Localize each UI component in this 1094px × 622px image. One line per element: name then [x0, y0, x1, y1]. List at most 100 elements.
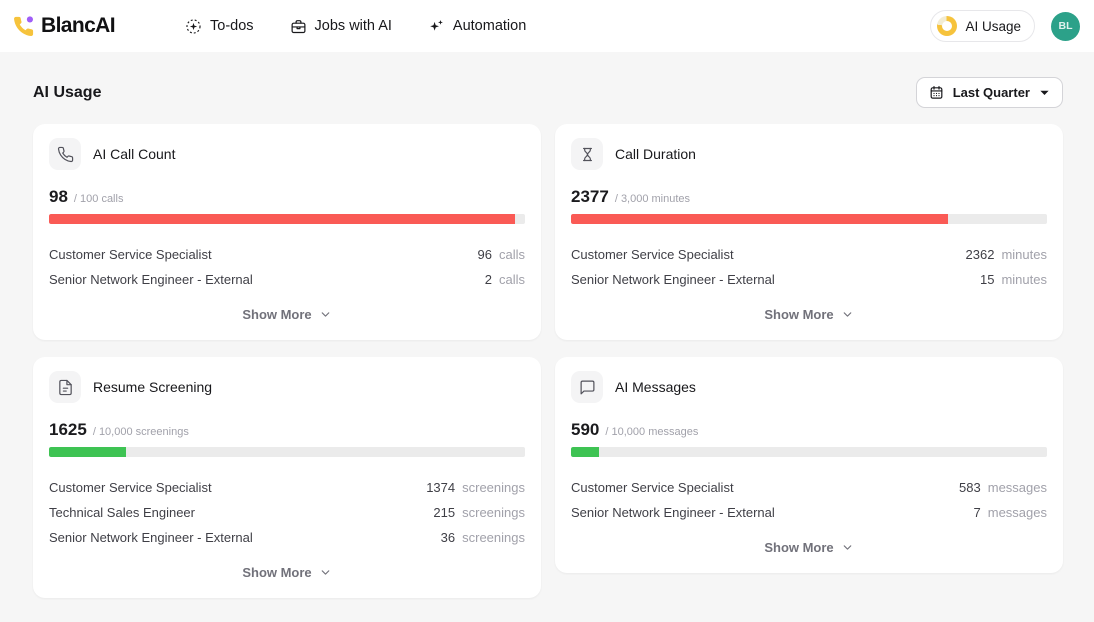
card-head: Call Duration — [571, 138, 1047, 170]
top-header: BlancAI To-dos Jobs with AI — [0, 0, 1094, 52]
show-more-label: Show More — [242, 565, 312, 580]
usage-row: Customer Service Specialist 96 calls — [49, 242, 525, 267]
nav-label-todos: To-dos — [210, 18, 254, 34]
row-unit: messages — [987, 480, 1047, 495]
nav-item-automation[interactable]: Automation — [428, 18, 526, 35]
row-label: Customer Service Specialist — [49, 480, 212, 495]
progress-fill — [571, 214, 948, 224]
nav-label-jobs-with-ai: Jobs with AI — [314, 18, 392, 34]
date-range-label: Last Quarter — [952, 85, 1030, 100]
document-icon — [49, 371, 81, 403]
usage-value-row: 2377 / 3,000 minutes — [571, 187, 1047, 207]
row-label: Senior Network Engineer - External — [49, 272, 253, 287]
calendar-icon — [929, 85, 944, 100]
row-value: 2 — [484, 272, 492, 287]
message-bubble-icon — [571, 371, 603, 403]
header-right: AI Usage BL — [930, 10, 1080, 42]
show-more-label: Show More — [764, 540, 834, 555]
progress-fill — [571, 447, 600, 457]
phone-icon — [49, 138, 81, 170]
usage-quota: / 3,000 minutes — [614, 193, 691, 205]
show-more-button[interactable]: Show More — [754, 532, 863, 563]
row-label: Customer Service Specialist — [571, 480, 734, 495]
usage-quota: / 10,000 screenings — [92, 426, 189, 438]
row-unit: screenings — [462, 505, 525, 520]
show-more-button[interactable]: Show More — [232, 557, 341, 588]
usage-cards-grid: AI Call Count 98 / 100 calls Customer Se… — [0, 124, 1094, 622]
progress-fill — [49, 214, 516, 224]
show-more-button[interactable]: Show More — [754, 299, 863, 330]
usage-row: Technical Sales Engineer 215 screenings — [49, 500, 525, 525]
main-nav: To-dos Jobs with AI Automation — [185, 18, 526, 35]
row-value: 15 — [980, 272, 995, 287]
card-title: Resume Screening — [93, 379, 213, 395]
donut-chart-icon — [937, 16, 958, 36]
sparkles-icon — [428, 18, 445, 35]
row-label: Customer Service Specialist — [571, 247, 734, 262]
brand-logo[interactable]: BlancAI — [12, 14, 116, 38]
usage-value-row: 590 / 10,000 messages — [571, 420, 1047, 440]
page-head: AI Usage Last Quarter — [0, 52, 1094, 124]
usage-rows: Customer Service Specialist 1374 screenin… — [49, 475, 525, 550]
row-unit: messages — [987, 505, 1047, 520]
usage-value: 2377 — [571, 187, 609, 206]
brand-name: BlancAI — [41, 14, 116, 37]
usage-value-row: 1625 / 10,000 screenings — [49, 420, 525, 440]
progress-track — [571, 447, 1047, 457]
usage-row: Senior Network Engineer - External 36 scr… — [49, 525, 525, 550]
row-label: Customer Service Specialist — [49, 247, 212, 262]
page-title: AI Usage — [33, 83, 102, 101]
usage-row: Customer Service Specialist 2362 minutes — [571, 242, 1047, 267]
row-value: 7 — [973, 505, 981, 520]
row-value: 36 — [440, 530, 456, 545]
row-value: 215 — [433, 505, 456, 520]
card-call-duration: Call Duration 2377 / 3,000 minutes Custo… — [555, 124, 1063, 340]
row-label: Technical Sales Engineer — [49, 505, 195, 520]
briefcase-icon — [290, 18, 307, 35]
nav-item-todos[interactable]: To-dos — [185, 18, 254, 35]
show-more-button[interactable]: Show More — [232, 299, 341, 330]
todos-sparkle-icon — [185, 18, 202, 35]
row-unit: screenings — [462, 530, 525, 545]
chevron-down-icon — [319, 566, 332, 579]
ai-usage-pill-label: AI Usage — [965, 18, 1021, 34]
row-value: 1374 — [426, 480, 456, 495]
usage-value-row: 98 / 100 calls — [49, 187, 525, 207]
row-value: 2362 — [965, 247, 995, 262]
usage-rows: Customer Service Specialist 583 messages … — [571, 475, 1047, 525]
row-value: 583 — [959, 480, 981, 495]
row-unit: minutes — [1001, 247, 1047, 262]
card-title: AI Call Count — [93, 146, 176, 162]
usage-row: Senior Network Engineer - External 2 call… — [49, 267, 525, 292]
row-unit: screenings — [462, 480, 525, 495]
card-title: AI Messages — [615, 379, 696, 395]
nav-label-automation: Automation — [452, 18, 527, 34]
row-unit: calls — [498, 272, 525, 287]
date-range-dropdown[interactable]: Last Quarter — [915, 77, 1063, 108]
usage-value: 1625 — [49, 420, 87, 439]
card-head: Resume Screening — [49, 371, 525, 403]
usage-row: Customer Service Specialist 1374 screenin… — [49, 475, 525, 500]
card-resume-screening: Resume Screening 1625 / 10,000 screening… — [33, 357, 541, 598]
show-more-label: Show More — [764, 307, 834, 322]
usage-row: Senior Network Engineer - External 7 mess… — [571, 500, 1047, 525]
phone-logo-icon — [12, 15, 35, 38]
card-head: AI Call Count — [49, 138, 525, 170]
usage-row: Customer Service Specialist 583 messages — [571, 475, 1047, 500]
progress-track — [571, 214, 1047, 224]
nav-item-jobs-with-ai[interactable]: Jobs with AI — [290, 18, 392, 35]
chevron-down-icon — [319, 308, 332, 321]
avatar[interactable]: BL — [1051, 11, 1080, 41]
usage-row: Senior Network Engineer - External 15 min… — [571, 267, 1047, 292]
chevron-down-icon — [841, 541, 854, 554]
usage-value: 98 — [49, 187, 68, 206]
caret-down-icon — [1039, 89, 1050, 97]
row-label: Senior Network Engineer - External — [49, 530, 253, 545]
usage-rows: Customer Service Specialist 96 calls Seni… — [49, 242, 525, 292]
card-title: Call Duration — [615, 146, 696, 162]
row-value: 96 — [477, 247, 492, 262]
row-unit: minutes — [1001, 272, 1047, 287]
card-ai-messages: AI Messages 590 / 10,000 messages Custom… — [555, 357, 1063, 573]
ai-usage-pill[interactable]: AI Usage — [930, 10, 1035, 42]
card-ai-call-count: AI Call Count 98 / 100 calls Customer Se… — [33, 124, 541, 340]
